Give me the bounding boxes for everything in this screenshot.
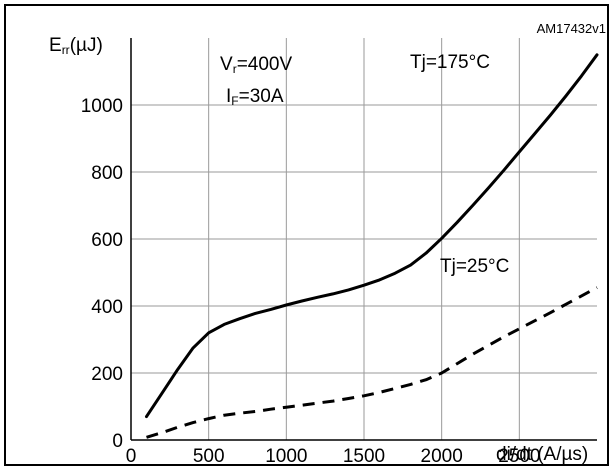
x-tick-label: 2500 bbox=[498, 446, 540, 467]
condition-vr-main: V bbox=[220, 54, 233, 75]
condition-vr: Vr=400V bbox=[220, 54, 292, 76]
grid bbox=[131, 38, 597, 440]
condition-vr-rest: =400V bbox=[237, 54, 293, 75]
condition-if-main: I bbox=[226, 86, 231, 107]
condition-if-rest: =30A bbox=[239, 86, 284, 107]
series-line-tj25 bbox=[146, 286, 598, 439]
y-axis-label-unit: (µJ) bbox=[70, 35, 103, 56]
condition-vr-sub: r bbox=[233, 62, 237, 76]
y-tick-label: 800 bbox=[91, 163, 123, 184]
series-label-175: Tj=175°C bbox=[410, 52, 490, 73]
y-axis-label-main: E bbox=[49, 35, 62, 56]
x-tick-label: 2000 bbox=[421, 446, 463, 467]
x-tick-label: 500 bbox=[193, 446, 225, 467]
axes bbox=[130, 38, 597, 441]
y-axis-label: Err(µJ) bbox=[49, 35, 103, 57]
x-tick-label: 0 bbox=[126, 446, 137, 467]
x-tick-label: 1000 bbox=[265, 446, 307, 467]
chart-frame bbox=[4, 4, 609, 466]
y-tick-label: 400 bbox=[91, 297, 123, 318]
condition-if-sub: F bbox=[231, 94, 238, 108]
series-lines bbox=[145, 53, 599, 439]
y-tick-label: 600 bbox=[91, 230, 123, 251]
x-axis-label: di/dt (A/µs) bbox=[496, 444, 588, 465]
y-tick-label: 0 bbox=[112, 431, 123, 452]
figure-code: AM17432v1 bbox=[537, 21, 606, 36]
condition-if: IF=30A bbox=[226, 86, 284, 108]
x-tick-label: 1500 bbox=[343, 446, 385, 467]
y-tick-label: 1000 bbox=[81, 96, 123, 117]
series-label-25: Tj=25°C bbox=[440, 256, 509, 277]
y-tick-label: 200 bbox=[91, 364, 123, 385]
tick-labels: 0 500 1000 1500 2000 2500 0 200 400 600 800 1000 bbox=[81, 96, 541, 467]
series-line-tj175 bbox=[145, 53, 599, 419]
y-axis-label-sub: rr bbox=[62, 43, 70, 57]
